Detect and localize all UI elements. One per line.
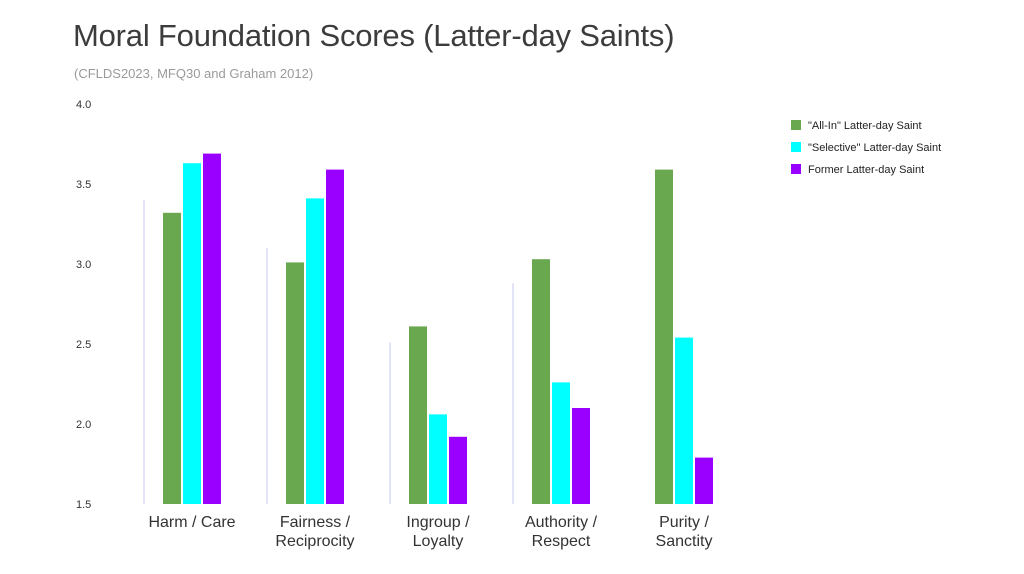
bar-series-2	[429, 414, 447, 504]
reference-lines	[143, 200, 514, 504]
x-category-label: Sanctity	[656, 533, 713, 550]
legend-label: "Selective" Latter-day Saint	[808, 142, 941, 154]
y-tick-label: 1.5	[76, 499, 91, 511]
chart-title: Moral Foundation Scores (Latter-day Sain…	[73, 18, 675, 53]
x-category-label: Harm / Care	[148, 514, 235, 531]
chart-subtitle: (CFLDS2023, MFQ30 and Graham 2012)	[74, 66, 314, 81]
bar-series-1	[655, 169, 673, 504]
y-tick-label: 2.5	[76, 339, 91, 351]
bar-series-2	[675, 337, 693, 504]
bar-series-1	[163, 212, 181, 505]
bar-series-2	[552, 382, 570, 504]
y-tick-label: 3.5	[76, 179, 91, 191]
bar-series-3	[449, 436, 467, 504]
x-category-label: Purity /	[659, 514, 709, 531]
bar-series-1	[409, 326, 427, 504]
x-category-label: Loyalty	[413, 533, 464, 550]
x-axis: Harm / Care Fairness / Reciprocity Ingroup …	[148, 514, 712, 550]
bar-series-3	[695, 457, 713, 504]
legend-swatch	[791, 142, 801, 152]
x-category-label: Reciprocity	[275, 533, 354, 550]
bar-series-3	[326, 169, 344, 504]
bar-series-3	[572, 408, 590, 504]
x-category-label: Respect	[532, 533, 591, 550]
x-category-label: Ingroup /	[406, 514, 470, 531]
bars	[163, 153, 713, 505]
legend-label: "All-In" Latter-day Saint	[808, 120, 922, 132]
bar-series-1	[286, 262, 304, 504]
bar-series-1	[532, 259, 550, 504]
x-category-label: Fairness /	[280, 514, 351, 531]
bar-series-2	[306, 198, 324, 504]
y-tick-label: 4.0	[76, 99, 91, 111]
y-axis: 1.5 2.0 2.5 3.0 3.5 4.0	[76, 99, 91, 511]
bar-series-2	[183, 163, 201, 504]
legend-swatch	[791, 164, 801, 174]
bar-series-3	[203, 153, 221, 504]
y-tick-label: 3.0	[76, 259, 91, 271]
x-category-label: Authority /	[525, 514, 598, 531]
legend-label: Former Latter-day Saint	[808, 164, 924, 176]
legend: "All-In" Latter-day Saint "Selective" Lat…	[791, 120, 941, 176]
legend-swatch	[791, 120, 801, 130]
y-tick-label: 2.0	[76, 419, 91, 431]
